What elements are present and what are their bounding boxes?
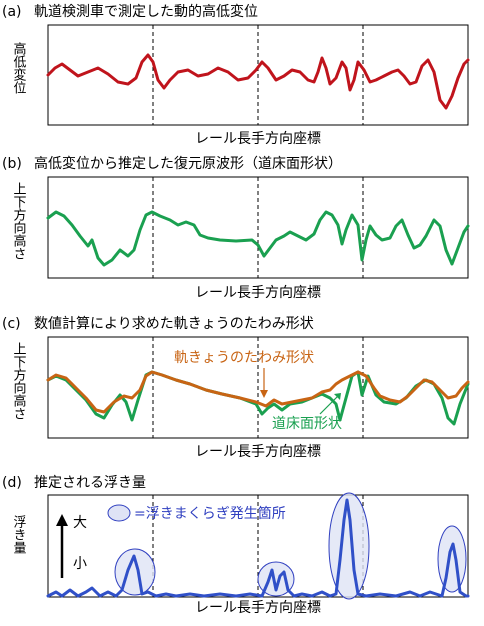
arrow-head bbox=[56, 514, 68, 526]
track-deflection-curve bbox=[46, 370, 470, 414]
dashed-lines bbox=[152, 25, 364, 125]
annotation-arrow bbox=[319, 395, 339, 415]
y-label: 上下方向高さ bbox=[11, 182, 27, 260]
x-label: レール長手方向座標 bbox=[195, 444, 321, 460]
panel-title: 推定される浮き量 bbox=[34, 475, 146, 491]
panel-label: (a) bbox=[2, 4, 22, 20]
panel-label: (b) bbox=[2, 156, 22, 172]
arrow-head bbox=[260, 390, 268, 398]
x-label: レール長手方向座標 bbox=[195, 285, 321, 301]
legend-marker bbox=[107, 504, 131, 522]
y-label: 上下方向高さ bbox=[11, 342, 27, 420]
track-irregularity-curve bbox=[46, 53, 470, 110]
panel-title: 数値計算により求めた軌きょうのたわみ形状 bbox=[34, 316, 314, 332]
annotation: 軌きょうのたわみ形状 bbox=[174, 350, 314, 366]
scale-large: 大 bbox=[73, 515, 87, 531]
dashed-lines bbox=[152, 177, 364, 278]
annotation: 道床面形状 bbox=[272, 416, 342, 432]
panel-title: 軌道検測車で測定した動的高低変位 bbox=[34, 3, 258, 20]
restored-waveform-curve bbox=[46, 210, 470, 267]
x-label: レール長手方向座標 bbox=[195, 600, 321, 616]
float-amount-curve bbox=[46, 498, 470, 598]
panel-label: (d) bbox=[2, 475, 22, 491]
scale-small: 小 bbox=[73, 556, 87, 572]
legend-text: =浮きまくらぎ発生箇所 bbox=[134, 505, 286, 522]
y-label: 浮き量 bbox=[11, 515, 27, 554]
panel-title: 高低変位から推定した復元原波形（道床面形状） bbox=[34, 155, 342, 172]
arrow-head bbox=[334, 393, 341, 400]
y-label: 高低変位 bbox=[11, 41, 27, 94]
x-label: レール長手方向座標 bbox=[195, 131, 321, 147]
panel-label: (c) bbox=[2, 316, 21, 332]
